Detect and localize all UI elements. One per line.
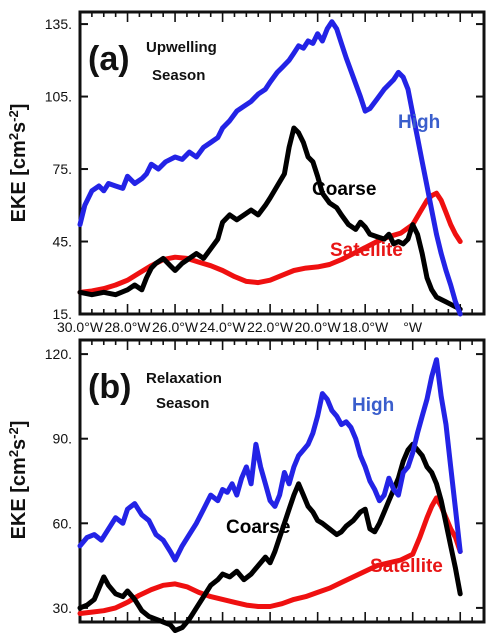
panel-b-label: (b)	[88, 368, 131, 406]
panel-b-y-ticks: 30. 60. 90. 120.	[45, 346, 484, 616]
x-tick-label: 26.0°W	[152, 319, 199, 335]
panel-a-satellite-label: Satellite	[330, 240, 403, 261]
panel-a-coarse-label: Coarse	[312, 179, 376, 200]
series-line-high	[77, 357, 463, 563]
y-tick-label: 60.	[53, 515, 72, 531]
x-tick-label: °W	[403, 319, 423, 335]
panel-b-season-line1: Relaxation	[146, 370, 222, 387]
x-tick-label: 18.0°W	[342, 319, 389, 335]
series-line-coarse	[77, 125, 463, 312]
series-line-satellite	[77, 495, 463, 616]
panel-a: 15. 45. 75. 105. 135. 30.0°W 28.0°W 26.0°W 24.0…	[6, 10, 486, 335]
y-tick-label: 135.	[45, 16, 72, 32]
panel-b-y-axis-label: EKE [cm2s-2]	[6, 421, 30, 540]
panel-a-label: (a)	[88, 40, 130, 78]
series-line-coarse	[77, 441, 463, 633]
panel-b-high-label: High	[352, 395, 394, 416]
y-tick-label: 15.	[53, 306, 72, 322]
y-tick-label: 30.	[53, 600, 72, 616]
x-tick-label: 22.0°W	[247, 319, 294, 335]
panel-b-lines	[77, 357, 463, 633]
panel-a-season-line1: Upwelling	[146, 39, 217, 56]
panel-b-coarse-label: Coarse	[226, 517, 290, 538]
x-tick-label: 28.0°W	[104, 319, 151, 335]
panel-b-x-ticks	[79, 340, 485, 622]
x-tick-label: 30.0°W	[57, 319, 104, 335]
y-tick-label: 120.	[45, 346, 72, 362]
panel-b-season-line2: Season	[156, 395, 209, 412]
panel-b-satellite-label: Satellite	[370, 556, 443, 577]
panel-a-high-label: High	[398, 112, 440, 133]
y-tick-label: 45.	[53, 234, 72, 250]
x-tick-label: 20.0°W	[295, 319, 342, 335]
panel-a-y-ticks: 15. 45. 75. 105. 135.	[45, 16, 484, 322]
y-tick-label: 75.	[53, 161, 72, 177]
y-tick-label: 105.	[45, 89, 72, 105]
panel-b: 30. 60. 90. 120. EKE [cm2s-2] (b) Relaxatio…	[6, 338, 486, 633]
panel-a-lines	[77, 19, 463, 317]
panel-a-y-axis-label: EKE [cm2s-2]	[6, 104, 30, 223]
panel-a-season-line2: Season	[152, 67, 205, 84]
panel-a-x-ticks: 30.0°W 28.0°W 26.0°W 24.0°W 22.0°W 20.0°W 18.0…	[57, 12, 485, 335]
y-tick-label: 90.	[53, 431, 72, 447]
x-tick-label: 24.0°W	[200, 319, 247, 335]
series-line-high	[77, 19, 463, 317]
